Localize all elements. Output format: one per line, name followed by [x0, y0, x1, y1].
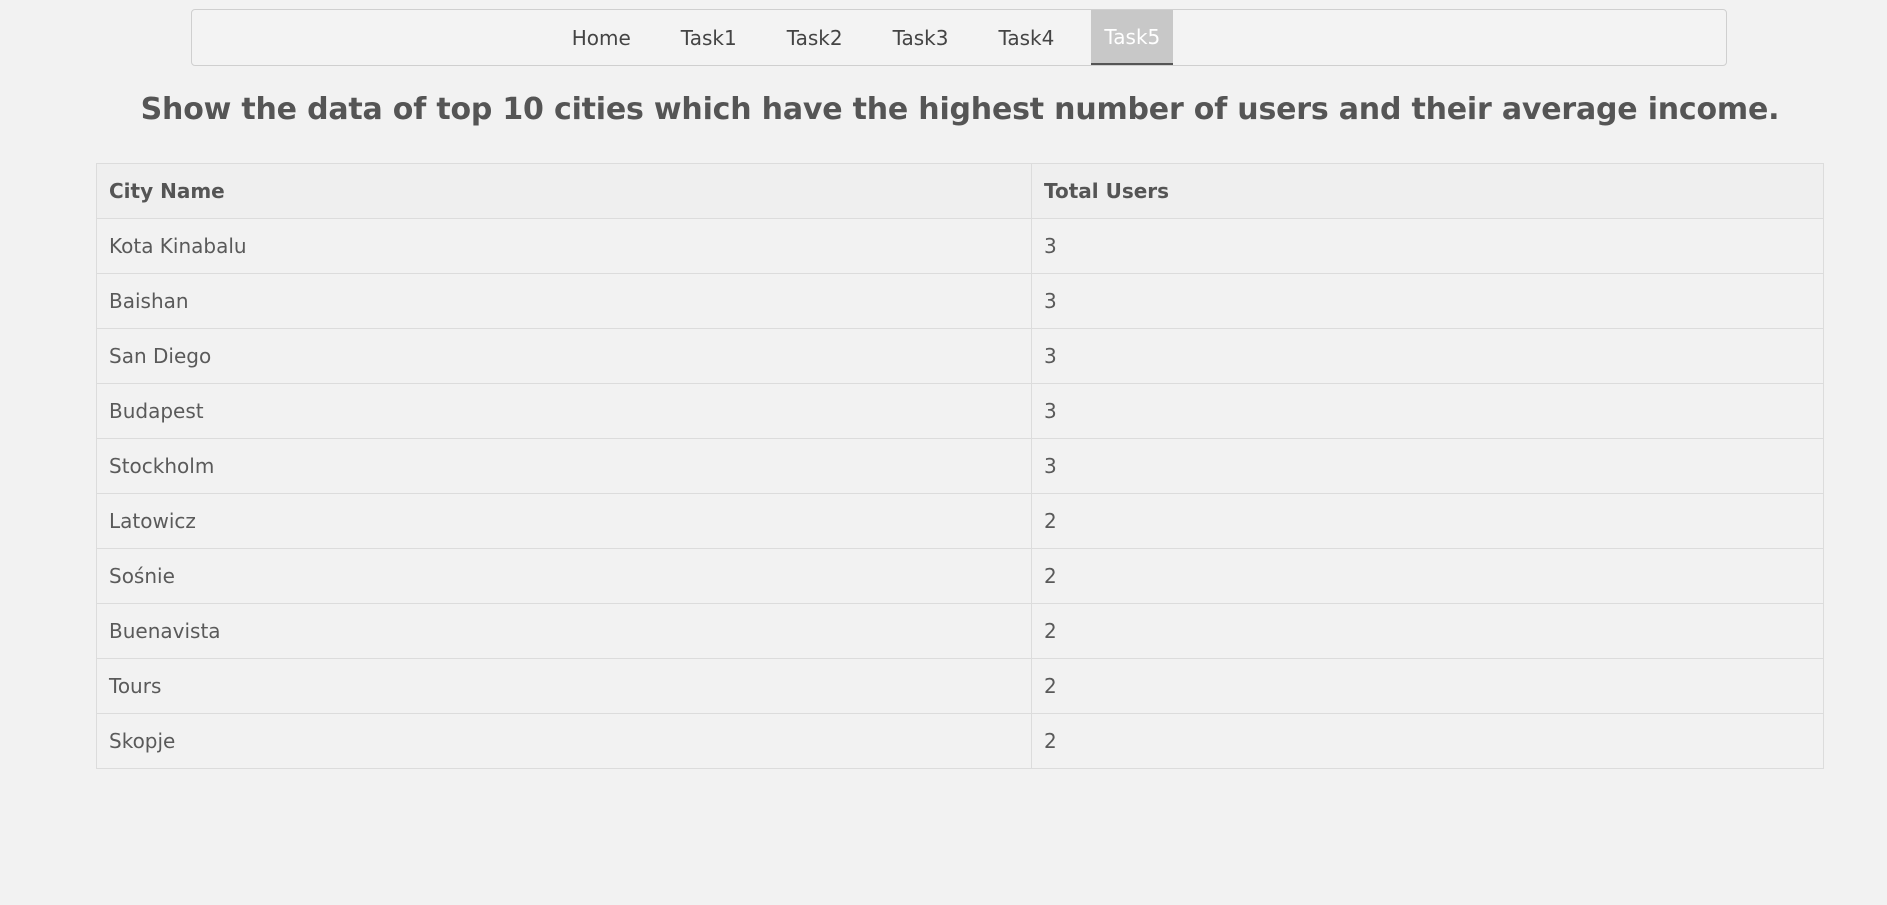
- column-header-total-users: Total Users: [1031, 163, 1824, 219]
- cell-city-name: Stockholm: [96, 438, 1032, 494]
- cell-city-name: Sośnie: [96, 548, 1032, 604]
- table-row: Buenavista 2: [96, 603, 1824, 659]
- table-row: Latowicz 2: [96, 493, 1824, 549]
- table-row: Tours 2: [96, 658, 1824, 714]
- cell-total-users: 2: [1031, 713, 1824, 769]
- cell-total-users: 3: [1031, 218, 1824, 274]
- cell-city-name: Skopje: [96, 713, 1032, 769]
- navbar: Home Task1 Task2 Task3 Task4 Task5: [191, 9, 1727, 66]
- column-header-city-name: City Name: [96, 163, 1032, 219]
- nav-list: Home Task1 Task2 Task3 Task4 Task5: [192, 10, 1726, 65]
- cell-total-users: 2: [1031, 493, 1824, 549]
- table-row: Stockholm 3: [96, 438, 1824, 494]
- cell-total-users: 3: [1031, 438, 1824, 494]
- cell-total-users: 3: [1031, 273, 1824, 329]
- cell-city-name: Buenavista: [96, 603, 1032, 659]
- table-row: Skopje 2: [96, 713, 1824, 769]
- table-row: Kota Kinabalu 3: [96, 218, 1824, 274]
- table-row: San Diego 3: [96, 328, 1824, 384]
- table-row: Baishan 3: [96, 273, 1824, 329]
- cell-city-name: Tours: [96, 658, 1032, 714]
- nav-item-task3[interactable]: Task3: [892, 25, 949, 50]
- cell-city-name: Latowicz: [96, 493, 1032, 549]
- cell-city-name: Baishan: [96, 273, 1032, 329]
- cell-city-name: San Diego: [96, 328, 1032, 384]
- nav-item-home[interactable]: Home: [571, 25, 631, 50]
- cell-total-users: 2: [1031, 548, 1824, 604]
- page-title: Show the data of top 10 cities which hav…: [140, 92, 1780, 127]
- nav-item-task2[interactable]: Task2: [786, 25, 843, 50]
- nav-item-task4[interactable]: Task4: [998, 25, 1055, 50]
- cell-total-users: 2: [1031, 603, 1824, 659]
- nav-spacer: [1173, 10, 1371, 65]
- cell-total-users: 2: [1031, 658, 1824, 714]
- table-header-row: City Name Total Users: [96, 163, 1824, 219]
- cell-total-users: 3: [1031, 328, 1824, 384]
- nav-item-task5[interactable]: Task5: [1091, 10, 1174, 65]
- cell-city-name: Kota Kinabalu: [96, 218, 1032, 274]
- table-row: Budapest 3: [96, 383, 1824, 439]
- cell-total-users: 3: [1031, 383, 1824, 439]
- table-row: Sośnie 2: [96, 548, 1824, 604]
- nav-item-task1[interactable]: Task1: [680, 25, 737, 50]
- cities-table: City Name Total Users Kota Kinabalu 3 Ba…: [96, 163, 1824, 769]
- cell-city-name: Budapest: [96, 383, 1032, 439]
